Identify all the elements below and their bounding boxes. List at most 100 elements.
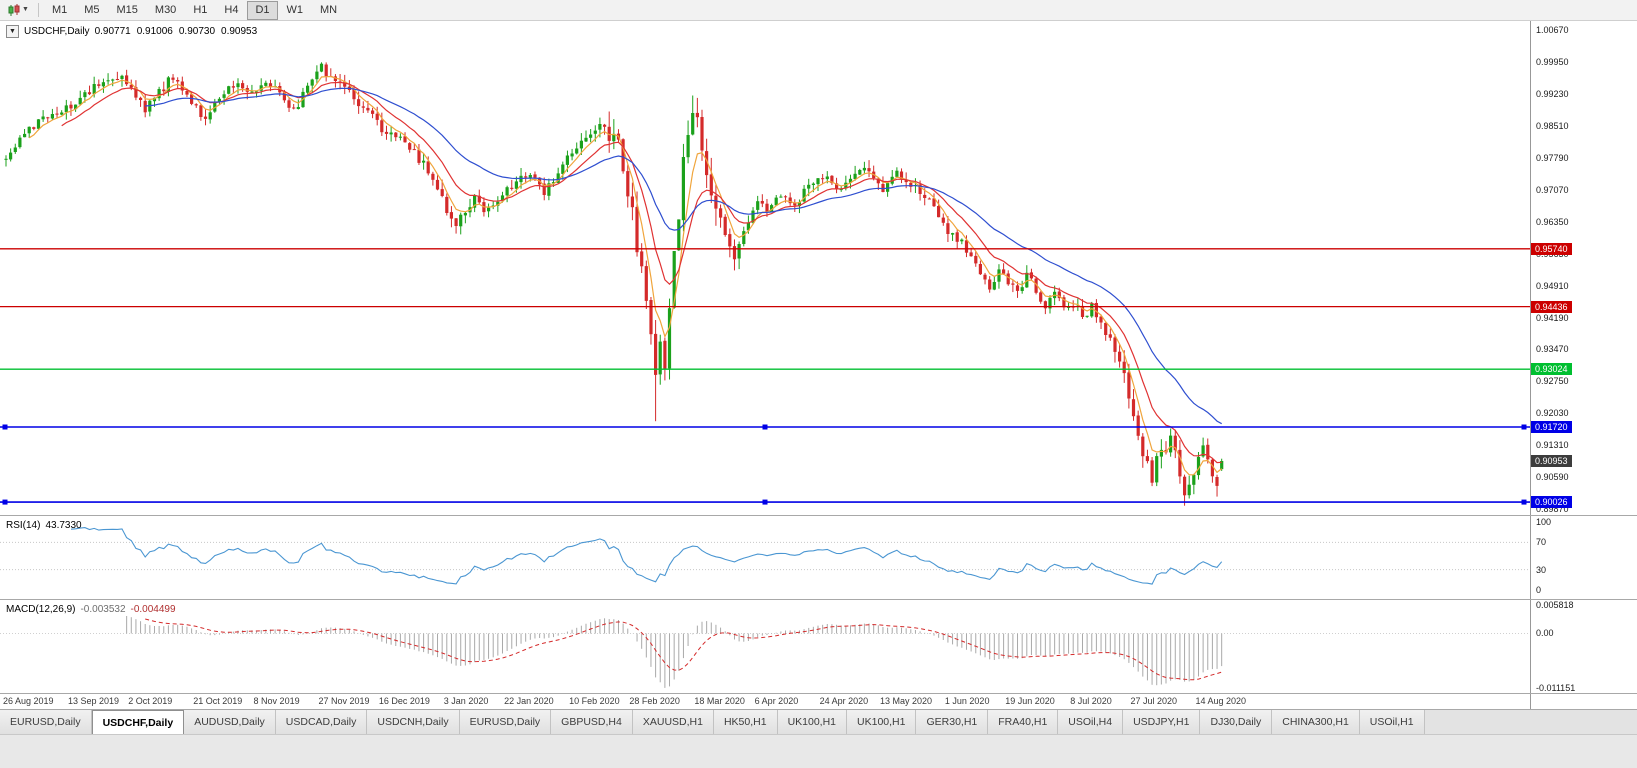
chart-tab-usoil-h1[interactable]: USOil,H1 <box>1359 710 1425 734</box>
rsi-canvas[interactable] <box>0 516 1530 599</box>
price-axis-label: 0.89870 <box>1536 504 1569 514</box>
price-axis-label: 0.92750 <box>1536 376 1569 387</box>
date-axis-label: 19 Jun 2020 <box>1005 696 1055 706</box>
chart-tab-xauusd-h1[interactable]: XAUUSD,H1 <box>632 710 714 734</box>
macd-axis-label: 0.00 <box>1536 628 1554 639</box>
chart-tab-eurusd-daily[interactable]: EURUSD,Daily <box>459 710 552 734</box>
price-chart-canvas[interactable] <box>0 21 1530 515</box>
timeframe-button-m30[interactable]: M30 <box>147 1 184 20</box>
chart-ohlc-values: 0.90771 0.91006 0.90730 0.90953 <box>95 26 258 37</box>
macd-canvas[interactable] <box>0 600 1530 693</box>
chart-title: ▼ USDCHF,Daily 0.90771 0.91006 0.90730 0… <box>6 25 257 38</box>
main-chart-panel: ▼ USDCHF,Daily 0.90771 0.91006 0.90730 0… <box>0 21 1637 515</box>
price-axis[interactable]: 1.00670 0.99950 0.99230 0.98510 0.97790 0.970… <box>1530 21 1637 515</box>
price-axis-label: 0.97790 <box>1536 152 1569 163</box>
chart-tab-audusd-daily[interactable]: AUDUSD,Daily <box>184 710 276 734</box>
date-axis-label: 2 Oct 2019 <box>128 696 173 706</box>
chevron-down-icon: ▼ <box>22 6 29 13</box>
timeframe-button-h1[interactable]: H1 <box>185 1 215 20</box>
macd-axis[interactable]: 0.005818 0.00 -0.011151 <box>1530 600 1637 693</box>
horizontal-level-lines[interactable] <box>0 248 1530 505</box>
candles-layer <box>4 62 1224 506</box>
price-level-badge: 0.94436 <box>1531 300 1572 313</box>
chart-collapse-button[interactable]: ▼ <box>6 25 19 38</box>
price-axis-label: 0.99230 <box>1536 89 1569 100</box>
chart-tab-china300-h1[interactable]: CHINA300,H1 <box>1272 710 1360 734</box>
rsi-axis-label: 100 <box>1536 517 1552 527</box>
date-axis-label: 6 Apr 2020 <box>754 696 799 706</box>
date-axis-label: 16 Dec 2019 <box>378 696 430 706</box>
price-level-badge: 0.95740 <box>1531 242 1572 255</box>
date-axis-label: 1 Jun 2020 <box>944 696 990 706</box>
chart-tab-gbpusd-h4[interactable]: GBPUSD,H4 <box>551 710 633 734</box>
time-axis[interactable]: 26 Aug 2019 13 Sep 2019 2 Oct 2019 21 Oct 2… <box>0 693 1637 709</box>
macd-axis-label: 0.005818 <box>1536 600 1574 610</box>
date-axis-label: 13 May 2020 <box>879 696 932 706</box>
chart-tab-usdchf-daily[interactable]: USDCHF,Daily <box>91 710 185 734</box>
high-value: 0.91006 <box>136 26 173 37</box>
timeframe-button-m1[interactable]: M1 <box>44 1 75 20</box>
timeframe-button-d1[interactable]: D1 <box>247 0 278 20</box>
toolbar-separator <box>37 3 39 17</box>
chart-tab-usdjpy-h1[interactable]: USDJPY,H1 <box>1123 710 1201 734</box>
chart-tab-usdcad-daily[interactable]: USDCAD,Daily <box>275 710 368 734</box>
date-axis-label: 8 Jul 2020 <box>1070 696 1112 706</box>
timeframe-button-h4[interactable]: H4 <box>216 1 246 20</box>
time-axis-labels: 26 Aug 2019 13 Sep 2019 2 Oct 2019 21 Oct 2… <box>0 694 1530 709</box>
chart-tab-uk100-h1[interactable]: UK100,H1 <box>777 710 848 734</box>
time-axis-corner <box>1530 694 1637 709</box>
rsi-label: RSI(14) 43.7330 <box>6 520 82 531</box>
date-axis-label: 26 Aug 2019 <box>3 696 54 706</box>
chart-type-button[interactable]: ▼ <box>3 2 33 19</box>
price-level-badge: 0.90026 <box>1531 496 1572 509</box>
macd-plot[interactable]: MACD(12,26,9) -0.003532 -0.004499 <box>0 600 1530 693</box>
date-axis-label: 14 Aug 2020 <box>1195 696 1247 706</box>
chart-tab-usoil-h4[interactable]: USOil,H4 <box>1058 710 1124 734</box>
chart-symbol-label: USDCHF,Daily <box>24 26 90 37</box>
rsi-plot[interactable]: RSI(14) 43.7330 <box>0 516 1530 599</box>
price-axis-label: 0.93470 <box>1536 344 1569 355</box>
price-level-badge: 0.90953 <box>1531 455 1572 467</box>
timeframe-button-mn[interactable]: MN <box>312 1 345 20</box>
timeframe-button-m15[interactable]: M15 <box>109 1 146 20</box>
candlestick-chart-icon <box>8 3 20 16</box>
date-axis-label: 10 Feb 2020 <box>569 696 620 706</box>
rsi-axis-label: 0 <box>1536 585 1542 595</box>
moving-average-12-line <box>61 81 1222 464</box>
macd-label: MACD(12,26,9) -0.003532 -0.004499 <box>6 604 176 615</box>
rsi-value: 43.7330 <box>45 520 82 531</box>
rsi-axis[interactable]: 100 70 30 0 <box>1530 516 1637 599</box>
chart-tab-usdcnh-daily[interactable]: USDCNH,Daily <box>367 710 460 734</box>
moving-average-30-line <box>145 87 1222 425</box>
chart-tab-ger30-h1[interactable]: GER30,H1 <box>916 710 989 734</box>
price-axis-label: 0.96350 <box>1536 216 1569 227</box>
date-axis-label: 22 Jan 2020 <box>504 696 554 706</box>
chart-tab-hk50-h1[interactable]: HK50,H1 <box>713 710 778 734</box>
open-value: 0.90771 <box>94 26 131 37</box>
rsi-panel: RSI(14) 43.7330 100 70 30 0 <box>0 515 1637 599</box>
date-axis-label: 21 Oct 2019 <box>193 696 243 706</box>
price-axis-label: 1.00670 <box>1536 25 1569 36</box>
timeframe-button-w1[interactable]: W1 <box>279 1 312 20</box>
rsi-axis-label: 70 <box>1536 537 1547 548</box>
price-axis-label: 0.99950 <box>1536 57 1569 68</box>
price-level-badge: 0.91720 <box>1531 421 1572 433</box>
macd-panel: MACD(12,26,9) -0.003532 -0.004499 0.0058… <box>0 599 1637 693</box>
price-axis-label: 0.98510 <box>1536 121 1569 132</box>
macd-signal-value: -0.004499 <box>130 604 176 615</box>
chart-tab-eurusd-daily[interactable]: EURUSD,Daily <box>0 710 92 734</box>
chart-tab-dj30-daily[interactable]: DJ30,Daily <box>1200 710 1273 734</box>
macd-name: MACD(12,26,9) <box>6 604 76 615</box>
window-bottom-strip <box>0 734 1637 768</box>
chart-tab-fra40-h1[interactable]: FRA40,H1 <box>988 710 1059 734</box>
main-chart-plot[interactable]: ▼ USDCHF,Daily 0.90771 0.91006 0.90730 0… <box>0 21 1530 515</box>
timeframe-button-m5[interactable]: M5 <box>76 1 107 20</box>
macd-histogram <box>126 616 1223 688</box>
price-axis-label: 0.90590 <box>1536 472 1569 483</box>
price-axis-label: 0.91310 <box>1536 440 1569 451</box>
chart-tab-uk100-h1[interactable]: UK100,H1 <box>847 710 917 734</box>
macd-main-value: -0.003532 <box>80 604 126 615</box>
date-axis-label: 13 Sep 2019 <box>67 696 119 706</box>
chart-tab-bar: EURUSD,Daily USDCHF,Daily AUDUSD,Daily USDC… <box>0 709 1637 734</box>
moving-average-5-line <box>28 75 1223 476</box>
